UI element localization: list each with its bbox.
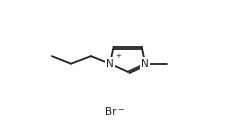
Text: +: + bbox=[115, 53, 121, 59]
Text: N: N bbox=[106, 59, 114, 69]
Text: −: − bbox=[117, 105, 124, 114]
Text: N: N bbox=[141, 59, 149, 69]
Text: Br: Br bbox=[105, 107, 116, 117]
